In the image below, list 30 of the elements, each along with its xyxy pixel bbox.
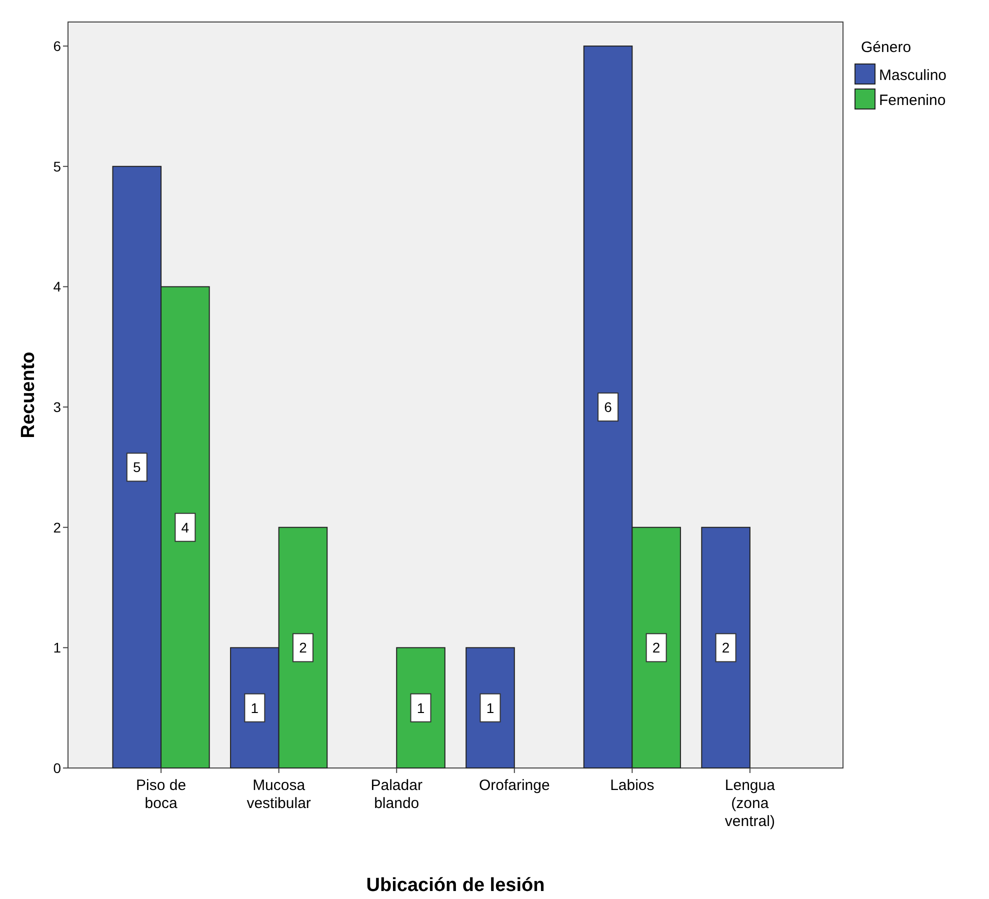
y-tick-label: 3 (53, 399, 62, 416)
bar (466, 647, 515, 768)
y-axis-title: Recuento (18, 352, 39, 438)
data-label: 2 (299, 640, 308, 656)
legend-title: Género (861, 39, 912, 56)
y-tick-label: 5 (53, 158, 62, 174)
x-tick-label: Labios (610, 777, 654, 794)
data-label: 2 (652, 640, 660, 656)
data-label: 5 (133, 459, 142, 476)
bar (701, 526, 750, 768)
data-label: 1 (250, 700, 259, 716)
y-tick-label: 6 (53, 38, 62, 54)
y-tick-label: 2 (53, 519, 62, 536)
data-label: 1 (416, 700, 425, 716)
x-tick-label: Lengua (zona ventral) (724, 777, 776, 830)
legend-label: Masculino (879, 67, 947, 84)
x-tick-label: Paladar blando (370, 777, 422, 812)
data-label: 2 (722, 640, 730, 656)
x-tick-label: Piso de boca (136, 777, 186, 812)
data-label: 6 (604, 399, 612, 416)
data-label: 4 (181, 519, 190, 536)
legend-label: Femenino (879, 92, 946, 109)
y-tick-label: 1 (53, 640, 62, 656)
data-label: 1 (486, 700, 494, 716)
x-tick-label: Orofaringe (478, 777, 550, 794)
x-axis-title: Ubicación de lesión (366, 875, 545, 896)
y-tick-label: 0 (53, 760, 62, 776)
bar (396, 647, 446, 768)
x-tick-label: Mucosa vestibular (246, 777, 311, 812)
y-tick-label: 4 (53, 278, 62, 295)
